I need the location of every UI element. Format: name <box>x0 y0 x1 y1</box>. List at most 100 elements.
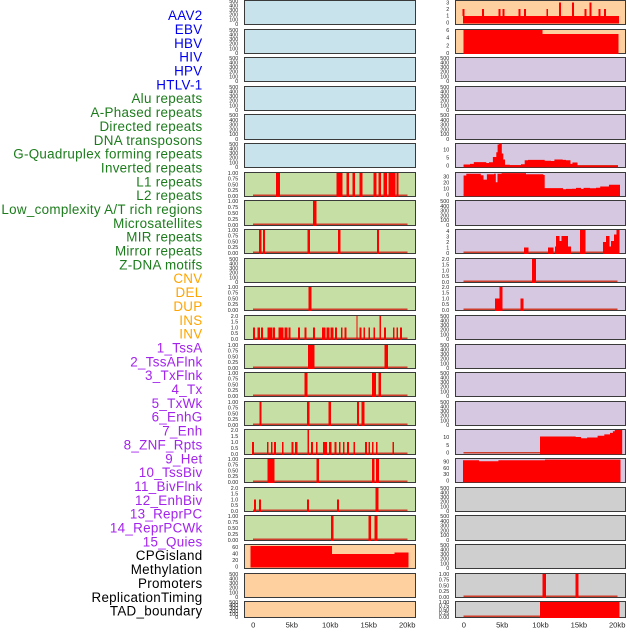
svg-text:1.00: 1.00 <box>228 171 239 177</box>
svg-text:90: 90 <box>443 460 449 466</box>
svg-text:200: 200 <box>229 42 238 48</box>
svg-text:AAV2: AAV2 <box>168 8 202 23</box>
svg-text:1.0: 1.0 <box>231 497 239 503</box>
svg-text:20: 20 <box>232 558 238 564</box>
svg-text:8_ZNF_Rpts: 8_ZNF_Rpts <box>124 437 203 452</box>
svg-text:2.0: 2.0 <box>231 486 239 492</box>
svg-text:300: 300 <box>440 323 449 329</box>
svg-text:300: 300 <box>440 380 449 386</box>
svg-text:300: 300 <box>229 606 238 612</box>
svg-text:0.50: 0.50 <box>228 411 239 417</box>
svg-text:0.25: 0.25 <box>228 388 239 394</box>
svg-text:100: 100 <box>229 590 238 596</box>
svg-text:1.5: 1.5 <box>442 263 450 269</box>
svg-text:L1 repeats: L1 repeats <box>136 174 202 189</box>
svg-text:1.00: 1.00 <box>228 514 239 520</box>
svg-text:0: 0 <box>235 137 238 143</box>
svg-text:0.75: 0.75 <box>228 349 239 355</box>
svg-text:0.00: 0.00 <box>228 394 239 400</box>
svg-text:6: 6 <box>446 28 449 34</box>
svg-text:500: 500 <box>229 142 238 148</box>
svg-text:100: 100 <box>440 103 449 109</box>
svg-text:13_ReprPC: 13_ReprPC <box>130 507 203 522</box>
svg-text:100: 100 <box>440 218 449 224</box>
svg-text:3: 3 <box>446 0 449 6</box>
svg-text:100: 100 <box>229 74 238 80</box>
svg-text:5: 5 <box>446 443 449 449</box>
svg-text:60: 60 <box>232 545 238 551</box>
svg-text:MIR repeats: MIR repeats <box>126 230 202 245</box>
svg-text:0.5: 0.5 <box>231 503 239 509</box>
svg-text:100: 100 <box>229 160 238 166</box>
svg-text:1.5: 1.5 <box>231 434 239 440</box>
svg-text:400: 400 <box>229 147 238 153</box>
svg-text:0: 0 <box>235 564 238 570</box>
svg-text:4: 4 <box>446 36 449 42</box>
svg-text:CNV: CNV <box>173 271 202 286</box>
svg-text:10: 10 <box>443 148 449 154</box>
svg-text:200: 200 <box>229 99 238 105</box>
svg-text:0: 0 <box>446 137 449 143</box>
svg-text:400: 400 <box>440 348 449 354</box>
svg-text:40: 40 <box>232 552 238 558</box>
svg-text:0: 0 <box>446 108 449 114</box>
svg-text:20: 20 <box>443 181 449 187</box>
svg-text:0.75: 0.75 <box>228 177 239 183</box>
svg-text:1.00: 1.00 <box>228 199 239 205</box>
svg-text:300: 300 <box>440 495 449 501</box>
svg-text:1.00: 1.00 <box>228 285 239 291</box>
svg-text:0.75: 0.75 <box>228 406 239 412</box>
svg-text:200: 200 <box>440 385 449 391</box>
svg-text:0.25: 0.25 <box>228 360 239 366</box>
svg-text:400: 400 <box>440 405 449 411</box>
svg-text:300: 300 <box>440 524 449 530</box>
svg-text:200: 200 <box>229 13 238 19</box>
svg-text:30: 30 <box>443 472 449 478</box>
svg-text:400: 400 <box>440 90 449 96</box>
svg-text:200: 200 <box>229 609 238 615</box>
svg-text:0: 0 <box>446 509 449 515</box>
svg-text:Z-DNA motifs: Z-DNA motifs <box>119 257 202 272</box>
svg-text:0: 0 <box>446 478 449 484</box>
svg-text:5: 5 <box>446 156 449 162</box>
svg-text:0.00: 0.00 <box>228 194 239 200</box>
svg-text:14_ReprPCWk: 14_ReprPCWk <box>110 521 203 536</box>
svg-text:500: 500 <box>440 199 449 205</box>
svg-text:300: 300 <box>229 151 238 157</box>
svg-text:5kb: 5kb <box>286 620 298 629</box>
svg-text:1.00: 1.00 <box>439 572 450 578</box>
svg-text:0.50: 0.50 <box>439 607 450 613</box>
svg-text:500: 500 <box>440 314 449 320</box>
svg-text:0.5: 0.5 <box>442 274 450 280</box>
svg-text:30: 30 <box>443 175 449 181</box>
svg-text:Methylation: Methylation <box>131 562 203 577</box>
svg-text:1.00: 1.00 <box>228 457 239 463</box>
svg-text:0.50: 0.50 <box>228 382 239 388</box>
svg-text:DUP: DUP <box>173 299 202 314</box>
svg-text:300: 300 <box>229 94 238 100</box>
svg-text:100: 100 <box>440 332 449 338</box>
svg-text:A-Phased repeats: A-Phased repeats <box>91 105 203 120</box>
svg-text:100: 100 <box>440 361 449 367</box>
svg-text:0.5: 0.5 <box>231 331 239 337</box>
svg-text:0: 0 <box>235 51 238 57</box>
svg-text:500: 500 <box>440 343 449 349</box>
svg-text:300: 300 <box>440 65 449 71</box>
svg-text:0.75: 0.75 <box>228 205 239 211</box>
svg-text:0.25: 0.25 <box>228 302 239 308</box>
svg-text:0: 0 <box>446 20 449 26</box>
svg-text:0.00: 0.00 <box>439 615 450 621</box>
svg-text:1.0: 1.0 <box>231 325 239 331</box>
svg-text:HBV: HBV <box>174 36 202 51</box>
svg-text:200: 200 <box>440 99 449 105</box>
svg-text:Low_complexity A/T rich region: Low_complexity A/T rich regions <box>1 202 202 217</box>
svg-text:1.00: 1.00 <box>228 371 239 377</box>
svg-text:0: 0 <box>446 223 449 229</box>
svg-text:Inverted repeats: Inverted repeats <box>101 160 203 175</box>
svg-text:400: 400 <box>440 61 449 67</box>
svg-text:0.50: 0.50 <box>228 211 239 217</box>
svg-text:10kb: 10kb <box>532 620 548 629</box>
svg-text:400: 400 <box>229 603 238 609</box>
svg-text:100: 100 <box>440 533 449 539</box>
svg-text:300: 300 <box>229 8 238 14</box>
